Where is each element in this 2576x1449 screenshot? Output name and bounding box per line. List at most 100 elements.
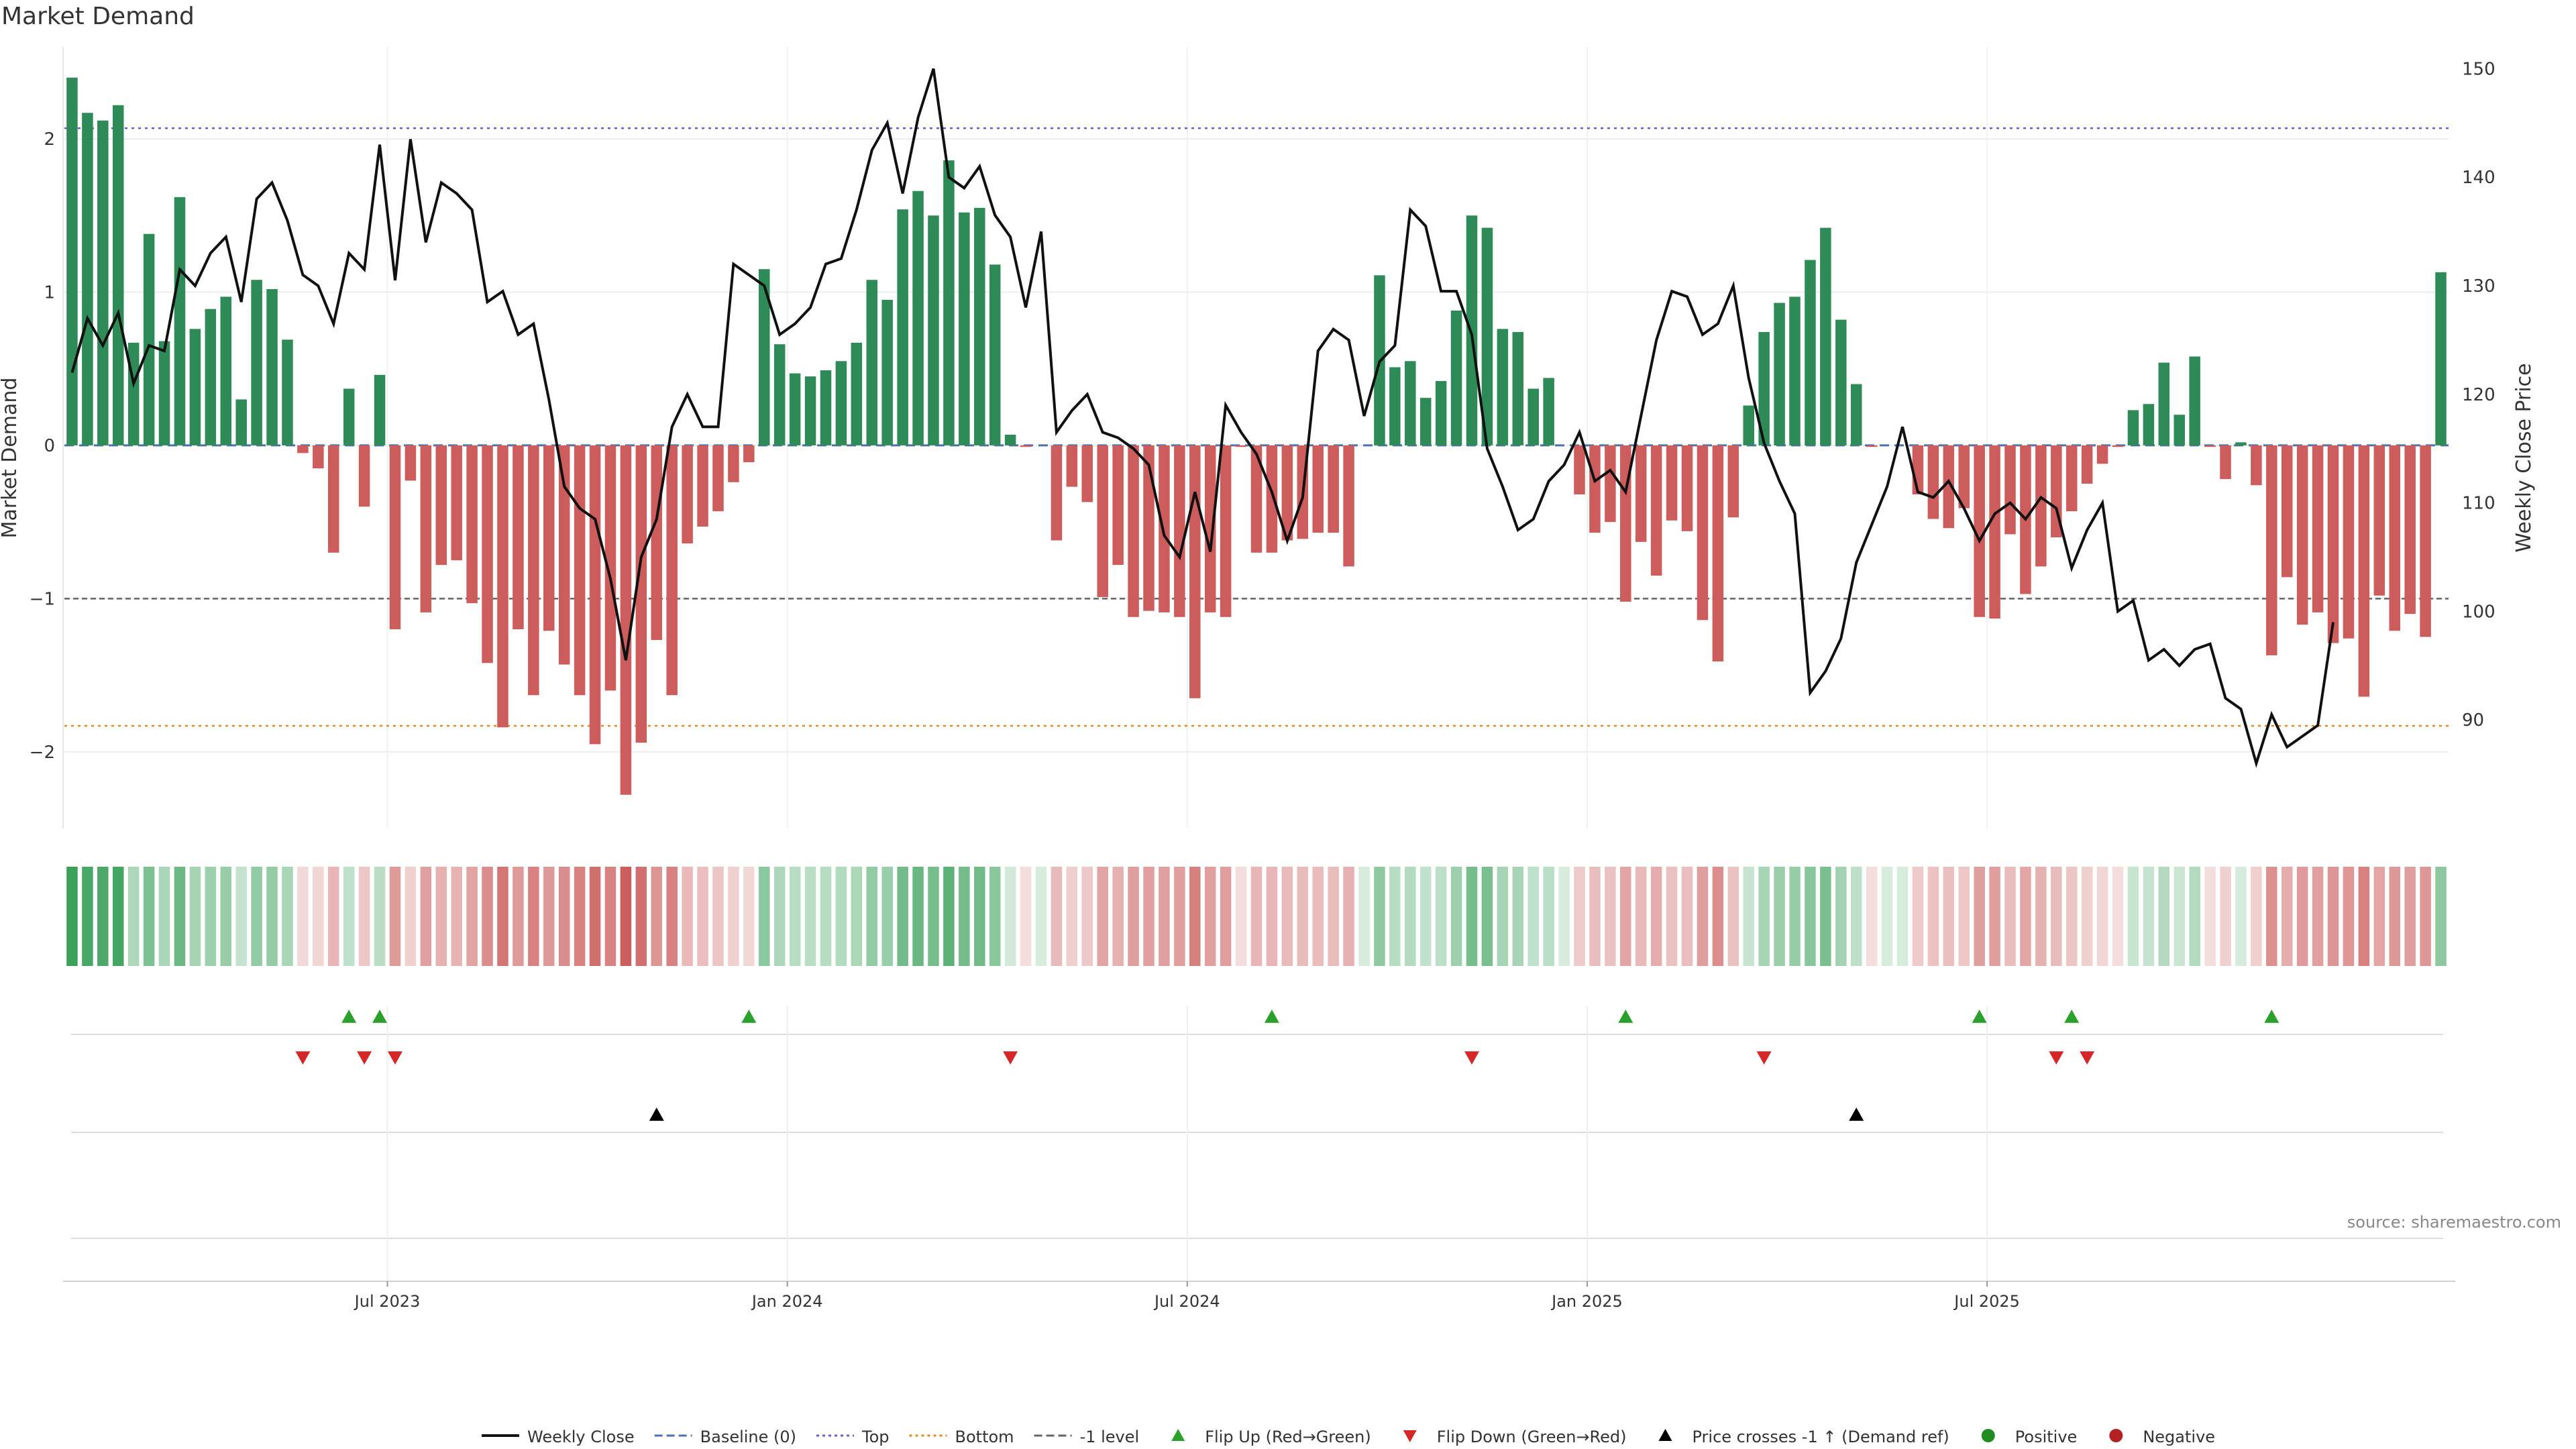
demand-bar xyxy=(1497,329,1509,445)
demand-bar xyxy=(497,445,508,728)
demand-bar xyxy=(282,339,293,445)
sentiment-strip xyxy=(66,867,2447,966)
sentiment-cell xyxy=(2358,867,2370,966)
sentiment-cell xyxy=(1958,867,1970,966)
sentiment-cell xyxy=(1866,867,1878,966)
sentiment-cell xyxy=(728,867,739,966)
demand-bar xyxy=(897,209,908,445)
demand-bar xyxy=(1820,227,1831,445)
demand-bar xyxy=(1789,297,1801,445)
demand-bar xyxy=(482,445,493,663)
sentiment-cell xyxy=(1620,867,1631,966)
sentiment-cell xyxy=(2404,867,2416,966)
demand-bar xyxy=(1989,445,2000,619)
sentiment-cell xyxy=(989,867,1001,966)
demand-bar xyxy=(420,445,432,612)
sentiment-cell xyxy=(2020,867,2031,966)
legend-label: Bottom xyxy=(955,1428,1014,1446)
demand-bar xyxy=(1066,445,1078,487)
demand-bar xyxy=(743,445,755,463)
demand-bar xyxy=(974,207,985,445)
sentiment-cell xyxy=(1943,867,1955,966)
sentiment-cell xyxy=(1128,867,1139,966)
demand-bar xyxy=(1466,215,1478,445)
demand-bar xyxy=(405,445,417,481)
sentiment-cell xyxy=(1435,867,1447,966)
sentiment-cell xyxy=(1328,867,1339,966)
demand-bar xyxy=(1389,367,1401,445)
sentiment-cell xyxy=(2127,867,2139,966)
demand-bar xyxy=(127,342,140,445)
sentiment-cell xyxy=(2065,867,2078,966)
legend-swatch xyxy=(1981,1429,1995,1442)
sentiment-cell xyxy=(1805,867,1816,966)
demand-bar xyxy=(158,341,170,445)
demand-bar xyxy=(2158,362,2170,445)
signal-rows: Jul 2023 Jan 2024 Jul 2024 Jan 2025 Jul 2025 xyxy=(63,1006,2455,1311)
sentiment-cell xyxy=(1143,867,1155,966)
demand-bar xyxy=(1235,445,1247,447)
sentiment-cell xyxy=(313,867,324,966)
demand-bar xyxy=(2327,445,2339,643)
legend-label: Negative xyxy=(2143,1428,2215,1446)
demand-bar xyxy=(466,445,478,604)
sentiment-cell xyxy=(666,867,678,966)
demand-bar xyxy=(1112,445,1124,566)
sentiment-cell xyxy=(1204,867,1216,966)
left-tick-label: 1 xyxy=(44,282,55,303)
sentiment-cell xyxy=(773,867,786,966)
flip-up-marker xyxy=(741,1010,757,1023)
demand-bar xyxy=(2281,445,2293,578)
demand-bar xyxy=(2404,445,2416,614)
sentiment-cell xyxy=(1774,867,1785,966)
sentiment-cell xyxy=(1281,867,1293,966)
flip-down-marker xyxy=(1003,1051,1018,1065)
sentiment-cell xyxy=(1927,867,1939,966)
demand-bar xyxy=(1143,445,1155,611)
sentiment-cell xyxy=(1450,867,1462,966)
demand-bar xyxy=(1343,445,1354,567)
demand-bar xyxy=(1866,445,1878,447)
demand-bar xyxy=(451,445,462,561)
demand-bar xyxy=(1004,434,1016,445)
sentiment-cell xyxy=(2081,867,2093,966)
demand-bar xyxy=(1574,445,1585,495)
sentiment-cell xyxy=(1466,867,1478,966)
x-tick-label: Jul 2024 xyxy=(1153,1292,1220,1311)
sentiment-cell xyxy=(1850,867,1862,966)
sentiment-cell xyxy=(1743,867,1754,966)
sentiment-cell xyxy=(682,867,693,966)
demand-bar xyxy=(1266,445,1278,553)
demand-bar xyxy=(881,299,893,445)
sentiment-cell xyxy=(1235,867,1247,966)
demand-bar xyxy=(1681,445,1693,531)
flip-up-marker xyxy=(1618,1010,1633,1023)
sentiment-cell xyxy=(2004,867,2016,966)
demand-bar xyxy=(820,370,832,445)
sentiment-cell xyxy=(1497,867,1509,966)
sentiment-cell xyxy=(928,867,939,966)
sentiment-cell xyxy=(189,867,201,966)
sentiment-cell xyxy=(497,867,508,966)
demand-bar xyxy=(651,445,663,641)
sentiment-cell xyxy=(66,867,78,966)
demand-bar xyxy=(1974,445,1985,617)
sentiment-cell xyxy=(1820,867,1831,966)
legend-label: Price crosses -1 ↑ (Demand ref) xyxy=(1693,1428,1949,1446)
demand-bar xyxy=(1281,445,1293,541)
demand-bar xyxy=(2127,410,2139,445)
sentiment-cell xyxy=(405,867,417,966)
sentiment-cell xyxy=(2389,867,2401,966)
flip-down-marker xyxy=(295,1051,311,1065)
demand-bar xyxy=(666,445,678,696)
demand-bar xyxy=(2112,445,2124,447)
sentiment-cell xyxy=(589,867,601,966)
sentiment-cell xyxy=(127,867,140,966)
demand-bar xyxy=(205,309,217,445)
legend-label: -1 level xyxy=(1080,1428,1140,1446)
demand-bar xyxy=(513,445,524,630)
demand-bar xyxy=(2035,445,2047,567)
demand-bar xyxy=(835,361,847,445)
demand-bar xyxy=(1328,445,1339,533)
demand-bar xyxy=(343,388,355,445)
